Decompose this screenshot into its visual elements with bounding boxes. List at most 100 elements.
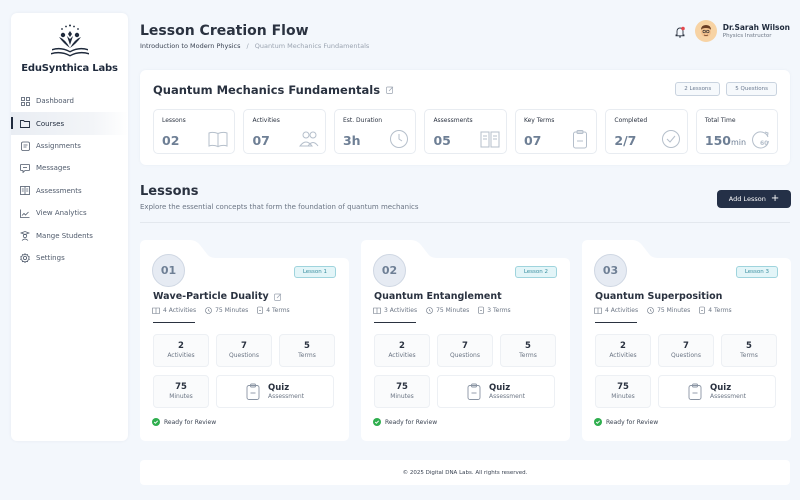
clock-icon	[205, 306, 212, 314]
lesson-stat-terms: 5 Terms	[279, 334, 335, 367]
stat-label: Questions	[450, 352, 480, 359]
user-role: Physics Instructor	[722, 33, 772, 39]
notification-bell-icon[interactable]	[673, 24, 687, 38]
user-info: Dr.Sarah Wilson Physics Instructor	[723, 23, 790, 39]
meta-minutes: 75 Minutes	[436, 306, 470, 314]
sidebar-item-messages[interactable]: Messages	[11, 157, 128, 179]
stat-value: 2	[620, 341, 626, 351]
stat-value: 05	[433, 133, 451, 148]
sidebar-item-label: Assignments	[36, 141, 81, 150]
stat-value: 5	[304, 341, 310, 351]
sidebar-item-settings[interactable]: Settings	[11, 247, 128, 269]
lesson-badge: Lesson 3	[735, 266, 778, 278]
brand-name: EduSynthica Labs	[21, 63, 118, 74]
sidebar-item-assessments[interactable]: Assessments	[11, 180, 128, 202]
lesson-title: Wave-Particle Duality	[153, 291, 282, 302]
sidebar-item-dashboard[interactable]: Dashboard	[11, 90, 128, 112]
avatar[interactable]	[694, 20, 717, 42]
course-title: Quantum Mechanics Fundamentals	[153, 83, 394, 97]
stat-label: Total Time	[704, 117, 736, 124]
stat-value-number: 150	[704, 133, 731, 148]
stat-value: 5	[746, 341, 752, 351]
assessment-type: Quiz	[268, 383, 290, 393]
stat-value: 5	[525, 341, 531, 351]
lesson-badge: Lesson 2	[514, 266, 557, 278]
lesson-status: Ready for Review	[594, 418, 658, 426]
lesson-card[interactable]: 02 Lesson 2 Quantum Entanglement 3 Activ…	[361, 240, 570, 441]
students-icon	[20, 230, 30, 241]
sidebar-item-view-analytics[interactable]: View Analytics	[11, 202, 128, 224]
assignment-icon	[20, 141, 30, 151]
lesson-stat-minutes: 75 Minutes	[374, 375, 430, 408]
clock-icon	[390, 130, 409, 148]
stat-label: Terms	[740, 352, 758, 359]
lesson-card[interactable]: 03 Lesson 3 Quantum Superposition 4 Acti…	[582, 240, 791, 441]
stat-value: 02	[162, 133, 180, 148]
sidebar-item-manage-students[interactable]: Mange Students	[11, 224, 128, 246]
stat-label: Lessons	[162, 117, 186, 124]
lesson-title-text: Wave-Particle Duality	[153, 291, 269, 302]
sidebar-item-label: Settings	[36, 253, 65, 262]
book-open-icon	[480, 131, 500, 148]
lesson-assessment[interactable]: Quiz Assessment	[658, 375, 776, 408]
stat-value: 2/7	[614, 133, 637, 148]
lesson-card[interactable]: 01 Lesson 1 Wave-Particle Duality 4 Acti…	[140, 240, 349, 441]
clipboard-icon	[688, 383, 702, 400]
sidebar: EduSynthica Labs Dashboard Courses Assig…	[11, 13, 128, 441]
stat-est-duration: Est. Duration 3h	[333, 109, 417, 154]
sidebar-item-label: Dashboard	[36, 97, 74, 106]
lesson-title-text: Quantum Entanglement	[374, 291, 502, 302]
lesson-number: 03	[594, 254, 627, 287]
breadcrumb-item-course[interactable]: Introduction to Modern Physics	[140, 42, 241, 50]
stat-key-terms: Key Terms 07	[514, 109, 598, 154]
tag-lessons[interactable]: 2 Lessons	[675, 82, 721, 96]
sidebar-item-courses[interactable]: Courses	[11, 112, 128, 135]
stat-label: Est. Duration	[342, 117, 383, 124]
stat-label: Completed	[614, 117, 648, 124]
stat-label: Terms	[519, 352, 537, 359]
check-circle-icon	[594, 418, 602, 426]
tag-questions[interactable]: 5 Questions	[726, 82, 777, 96]
status-text: Ready for Review	[385, 418, 438, 426]
lesson-assessment[interactable]: Quiz Assessment	[216, 375, 334, 408]
add-lesson-button[interactable]: Add Lesson +	[717, 190, 791, 208]
assessment-label: Assessment	[710, 393, 746, 400]
stat-value: 07	[523, 133, 542, 148]
title-underline	[595, 322, 637, 323]
stat-label: Minutes	[169, 393, 193, 400]
sidebar-item-label: View Analytics	[36, 209, 87, 218]
sidebar-item-label: Courses	[36, 119, 65, 128]
lesson-stat-questions: 7 Questions	[658, 334, 714, 367]
meta-activities: 4 Activities	[605, 306, 639, 314]
status-text: Ready for Review	[606, 418, 659, 426]
stat-label: Assessments	[433, 117, 473, 124]
user-menu[interactable]: Dr.Sarah Wilson Physics Instructor	[673, 20, 790, 42]
lesson-stat-activities: 2 Activities	[374, 334, 430, 367]
lesson-number: 01	[152, 254, 185, 287]
lesson-title: Quantum Entanglement	[374, 291, 502, 302]
stat-label: Questions	[229, 352, 259, 359]
stat-label: Activities	[388, 352, 416, 359]
clipboard-icon	[478, 306, 485, 314]
section-divider	[140, 222, 790, 223]
clipboard-icon	[246, 383, 260, 400]
edit-icon[interactable]	[273, 292, 282, 301]
svg-text:60: 60	[760, 140, 768, 147]
stat-value: 07	[252, 133, 270, 148]
meta-minutes: 75 Minutes	[215, 306, 249, 314]
sidebar-item-label: Mange Students	[36, 231, 93, 240]
lesson-stats: 2 Activities 7 Questions 5 Terms	[153, 334, 335, 367]
book-icon	[594, 307, 602, 314]
lesson-stat-activities: 2 Activities	[153, 334, 209, 367]
lesson-stat-terms: 5 Terms	[721, 334, 777, 367]
edit-icon[interactable]	[386, 86, 394, 94]
stat-value-unit: min	[731, 138, 747, 147]
meta-terms: 4 Terms	[266, 306, 290, 314]
sidebar-item-assignments[interactable]: Assignments	[11, 135, 128, 157]
book-icon	[208, 131, 228, 148]
course-stats: Lessons 02 Activities 07 Est. Duration 3…	[153, 109, 779, 154]
lesson-assessment[interactable]: Quiz Assessment	[437, 375, 555, 408]
title-underline	[374, 322, 416, 323]
brand-logo[interactable]: EduSynthica Labs	[11, 23, 128, 74]
stat-activities: Activities 07	[243, 109, 326, 154]
